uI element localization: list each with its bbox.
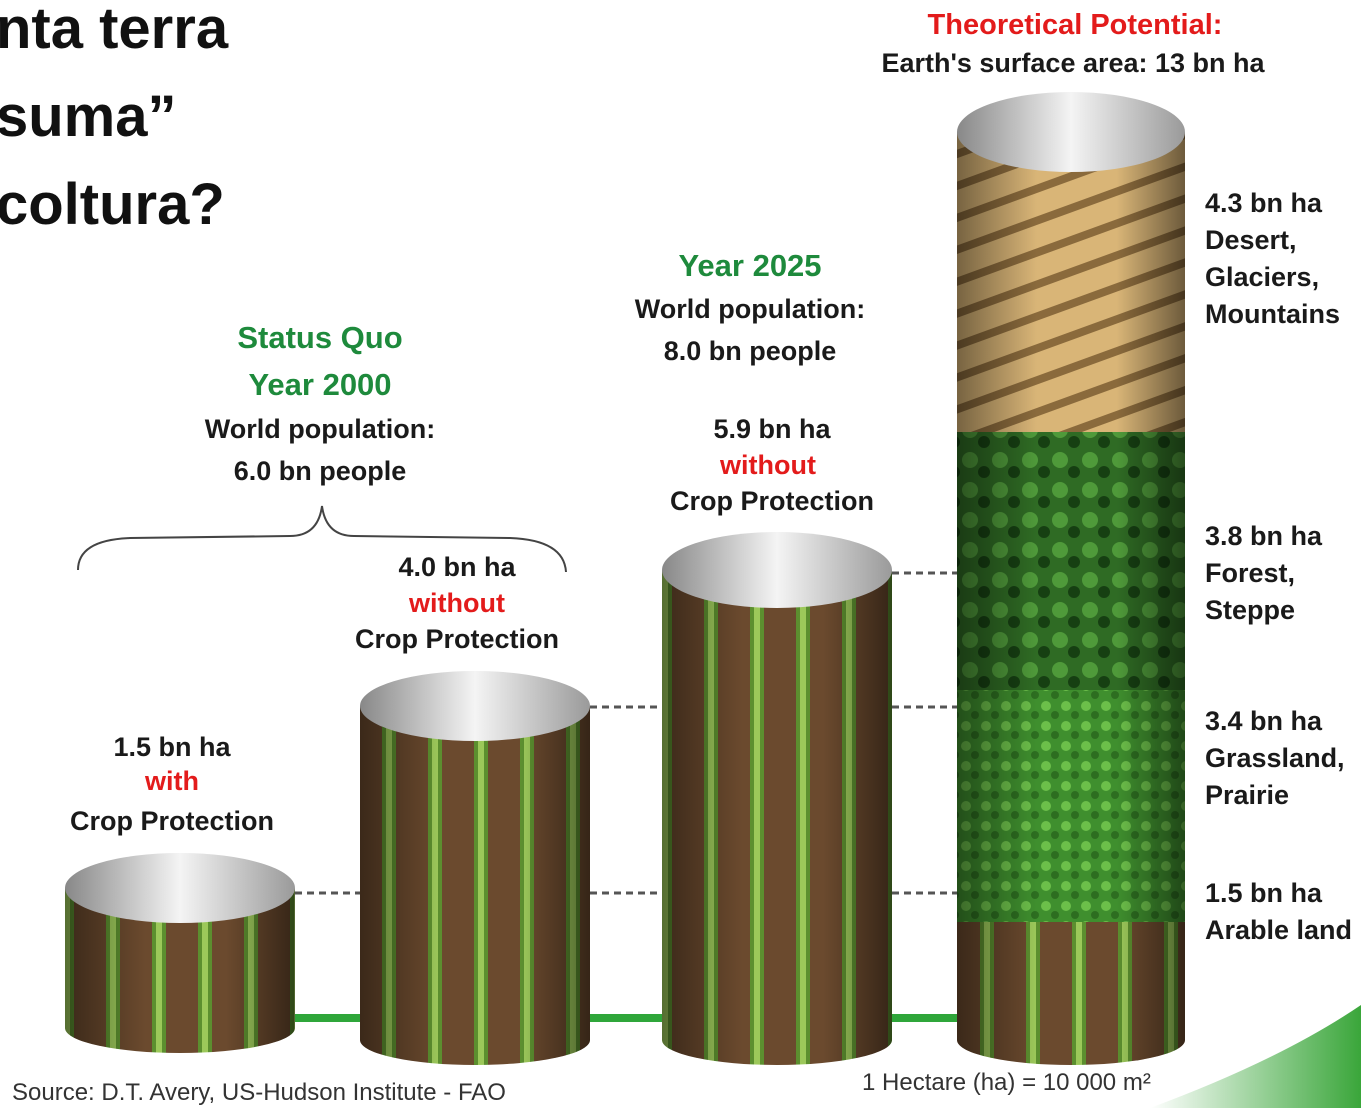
title-line: suma” — [0, 84, 177, 149]
population-label: World population: — [635, 294, 865, 324]
cylinders — [65, 92, 1185, 1065]
segment-label: Steppe — [1205, 595, 1295, 625]
slide: nta terra suma” coltura? Theoretical Pot… — [0, 0, 1361, 1108]
group-heading: Year 2000 — [248, 367, 391, 402]
area: 5.9 bn ha — [713, 414, 831, 444]
segment-label: Arable land — [1205, 915, 1352, 945]
mode: without — [719, 450, 816, 480]
cylinder — [360, 671, 590, 1065]
source: Source: D.T. Avery, US-Hudson Institute … — [12, 1079, 506, 1106]
unit-note: 1 Hectare (ha) = 10 000 m² — [862, 1069, 1151, 1096]
segment-labels: 4.3 bn ha Desert, Glaciers, Mountains 3.… — [1205, 188, 1352, 945]
title-line: coltura? — [0, 172, 225, 237]
cylinder — [65, 853, 295, 1053]
cylinder-label: Crop Protection — [670, 486, 874, 516]
cylinder — [662, 532, 892, 1065]
segment-label: Mountains — [1205, 299, 1340, 329]
cylinder-label: Crop Protection — [355, 624, 559, 654]
title-line: nta terra — [0, 0, 229, 61]
cylinder-label: Crop Protection — [70, 806, 274, 836]
segment-label: Desert, — [1205, 225, 1297, 255]
segment-label: 4.3 bn ha — [1205, 188, 1323, 218]
segment-label: Glaciers, — [1205, 262, 1319, 292]
group-heading: Year 2025 — [678, 248, 821, 283]
segment-label: Prairie — [1205, 780, 1289, 810]
group-heading: Status Quo — [237, 320, 402, 355]
segment-label: 3.8 bn ha — [1205, 521, 1323, 551]
theoretical-heading: Theoretical Potential: — [928, 9, 1223, 41]
segment-label: 3.4 bn ha — [1205, 706, 1323, 736]
area: 1.5 bn ha — [113, 732, 231, 762]
theoretical-subheading: Earth's surface area: 13 bn ha — [881, 48, 1265, 78]
segment-label: Forest, — [1205, 558, 1295, 588]
title: nta terra suma” coltura? — [0, 0, 229, 237]
population: 6.0 bn people — [234, 456, 407, 486]
segment-label: Grassland, — [1205, 743, 1345, 773]
population: 8.0 bn people — [664, 336, 837, 366]
segment-label: 1.5 bn ha — [1205, 878, 1323, 908]
cylinder-segmented — [957, 92, 1185, 1065]
area: 4.0 bn ha — [398, 552, 516, 582]
mode: without — [408, 588, 505, 618]
population-label: World population: — [205, 414, 435, 444]
mode: with — [144, 766, 199, 796]
